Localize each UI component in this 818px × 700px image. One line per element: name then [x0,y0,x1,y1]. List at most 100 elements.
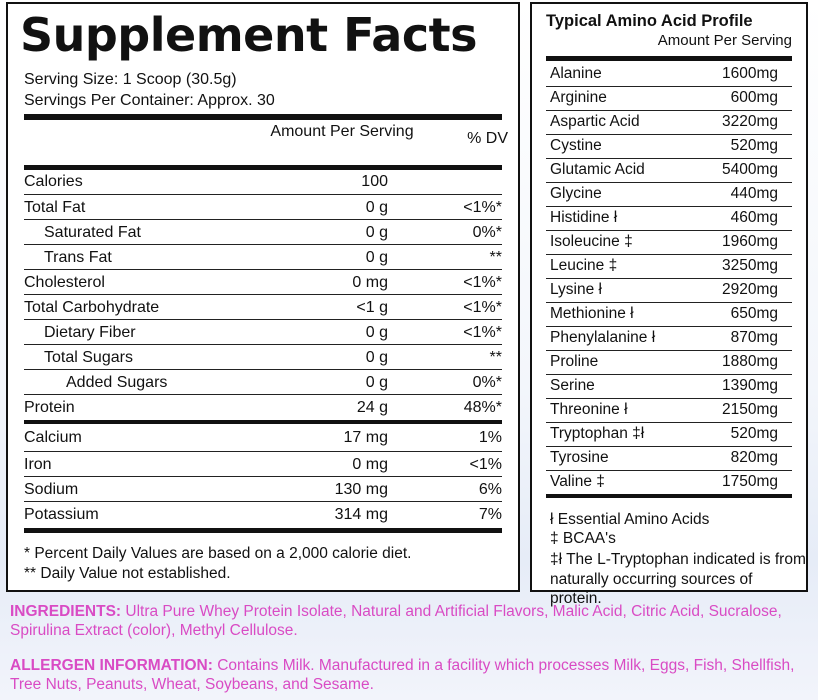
amino-value: 440mg [730,185,778,202]
nutrient-row: Protein 24 g 48%* [24,394,502,420]
amino-value: 460mg [730,209,778,226]
nutrient-amount: 0 g [365,349,388,366]
ingredients-body: Ultra Pure Whey Protein Isolate, Natural… [10,603,782,639]
amino-row: Proline 1880mg [546,350,792,375]
footnote-not-established: ** Daily Value not established. [24,565,231,582]
nutrient-amount: 24 g [356,399,388,416]
nutrient-label: Potassium [24,506,99,523]
serving-size: Serving Size: 1 Scoop (30.5g) [24,71,237,88]
amino-value: 3220mg [721,113,778,130]
amino-label: Alanine [550,65,602,82]
amino-value: 1390mg [721,377,778,394]
amino-value: 1880mg [721,353,778,370]
note-bcaa: ‡ BCAA's [550,530,616,547]
amino-row: Isoleucine ‡ 1960mg [546,230,792,255]
nutrient-label: Cholesterol [24,274,105,291]
amino-row: Serine 1390mg [546,374,792,399]
amino-row: Histidine ł 460mg [546,206,792,231]
nutrient-row: Calcium 17 mg 1% [24,425,502,450]
nutrient-dv: <1%* [463,274,502,291]
amino-label: Proline [550,353,599,370]
nutrient-row: Trans Fat 0 g ** [24,244,502,270]
amino-row: Leucine ‡ 3250mg [546,254,792,279]
amino-value: 1750mg [721,473,778,490]
nutrient-dv: <1%* [463,199,502,216]
nutrient-label: Calories [24,173,83,190]
amino-row: Cystine 520mg [546,134,792,159]
amino-row: Valine ‡ 1750mg [546,470,792,498]
amino-acid-panel: Typical Amino Acid Profile Amount Per Se… [530,2,808,607]
nutrient-row: Total Fat 0 g <1%* [24,194,502,220]
nutrient-label: Total Fat [24,199,86,216]
nutrient-dv: 7% [478,506,502,523]
amino-label: Phenylalanine ł [550,329,656,346]
amino-row: Phenylalanine ł 870mg [546,326,792,351]
amino-value: 820mg [730,449,778,466]
amino-value: 2920mg [721,281,778,298]
amino-label: Lysine ł [550,281,602,298]
amino-value: 3250mg [721,257,778,274]
amino-label: Tyrosine [550,449,609,466]
amino-row: Glycine 440mg [546,182,792,207]
nutrient-dv: ** [489,249,502,266]
note-tryptophan-cont: naturally occurring sources of protein. [550,571,753,607]
nutrient-label: Total Sugars [44,349,133,366]
nutrient-amount: 0 mg [352,274,388,291]
amino-label: Arginine [550,89,607,106]
amino-label: Serine [550,377,595,394]
nutrient-row: Total Sugars 0 g ** [24,344,502,370]
allergen-key: ALLERGEN INFORMATION: [10,657,213,674]
amino-value: 5400mg [721,161,778,178]
footnote-dv: * Percent Daily Values are based on a 2,… [24,545,412,562]
nutrient-amount: 100 [361,173,388,190]
amino-value: 1600mg [721,65,778,82]
supplement-facts-panel: Supplement Facts Serving Size: 1 Scoop (… [6,2,520,592]
nutrient-row: Saturated Fat 0 g 0%* [24,219,502,245]
nutrient-label: Total Carbohydrate [24,299,160,316]
amino-label: Glycine [550,185,602,202]
nutrient-label: Dietary Fiber [44,324,136,341]
note-essential: ł Essential Amino Acids [550,511,710,528]
amino-label: Isoleucine ‡ [550,233,633,250]
thick-divider [24,165,502,170]
amino-value: 520mg [730,425,778,442]
amino-label: Methionine ł [550,305,634,322]
header-dv: % DV [467,130,508,147]
amino-row: Lysine ł 2920mg [546,278,792,303]
amino-subtitle: Amount Per Serving [657,32,792,49]
note-tryptophan: ‡ł The L-Tryptophan indicated is from [550,551,806,568]
nutrient-amount: 0 mg [352,456,388,473]
amino-row: Aspartic Acid 3220mg [546,110,792,135]
amino-value: 870mg [730,329,778,346]
nutrient-label: Saturated Fat [44,224,141,241]
amino-label: Threonine ł [550,401,628,418]
servings-per-container: Servings Per Container: Approx. 30 [24,92,275,109]
amino-value: 600mg [730,89,778,106]
thick-divider [24,114,502,120]
nutrient-dv: <1%* [463,324,502,341]
nutrient-label: Calcium [24,429,82,446]
amino-row: Tyrosine 820mg [546,446,792,471]
nutrient-row: Calories 100 [24,169,502,194]
nutrient-dv: 1% [478,429,502,446]
amino-row: Tryptophan ‡ł 520mg [546,422,792,447]
amino-label: Cystine [550,137,602,154]
nutrient-label: Added Sugars [66,374,168,391]
nutrient-row: Iron 0 mg <1% [24,451,502,477]
allergen-body: Contains Milk. Manufactured in a facilit… [10,657,795,693]
amino-label: Leucine ‡ [550,257,618,274]
nutrient-amount: 130 mg [334,481,388,498]
amino-label: Histidine ł [550,209,618,226]
nutrient-amount: 17 mg [343,429,388,446]
nutrient-label: Trans Fat [44,249,112,266]
nutrient-row: Added Sugars 0 g 0%* [24,369,502,395]
amino-row: Threonine ł 2150mg [546,398,792,423]
nutrient-dv: 6% [478,481,502,498]
thick-divider [546,56,792,61]
nutrient-row: Total Carbohydrate <1 g <1%* [24,294,502,320]
nutrient-amount: 0 g [365,374,388,391]
nutrient-dv: 0%* [472,224,502,241]
amino-row: Glutamic Acid 5400mg [546,158,792,183]
amino-row: Methionine ł 650mg [546,302,792,327]
allergen-text: ALLERGEN INFORMATION: Contains Milk. Man… [10,656,810,694]
